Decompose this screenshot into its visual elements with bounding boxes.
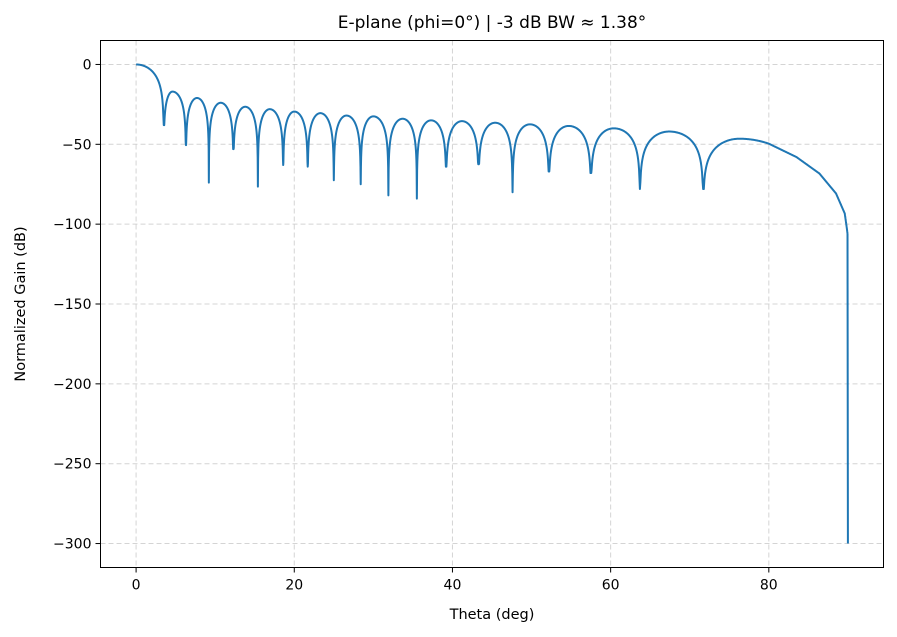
x-tick-label: 40 [444,578,462,594]
y-axis-label: Normalized Gain (dB) [13,226,29,381]
y-tick-label: −200 [53,377,91,393]
gain-series-line [135,63,849,544]
y-tick-label: −50 [62,137,92,153]
y-tick-label: −250 [53,457,91,473]
plot-lines [135,63,849,544]
x-axis-label: Theta (deg) [449,607,535,623]
ticks: 0 20 40 60 80 0 −50 −100 −150 −200 −250 −300 [53,57,778,593]
x-tick-label: 60 [602,578,620,594]
chart-title: E-plane (phi=0°) | -3 dB BW ≈ 1.38° [338,13,647,33]
grid [100,40,884,568]
y-tick-label: 0 [83,57,92,73]
x-tick-label: 0 [132,578,141,594]
x-tick-label: 20 [285,578,303,594]
x-tick-label: 80 [760,578,778,594]
y-tick-label: −300 [53,537,91,553]
y-tick-label: −150 [53,297,91,313]
y-tick-label: −100 [53,217,91,233]
